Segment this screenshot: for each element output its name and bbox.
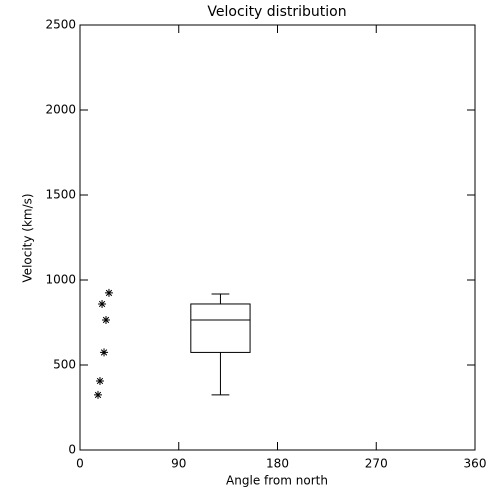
- point: [98, 299, 107, 308]
- point: [100, 348, 109, 357]
- y-tick-label: 500: [53, 358, 76, 372]
- y-axis-label: Velocity (km/s): [21, 193, 35, 282]
- x-axis-label: Angle from north: [226, 474, 328, 488]
- chart-title: Velocity distribution: [207, 4, 346, 20]
- point: [102, 315, 111, 324]
- point: [104, 288, 113, 297]
- box: [190, 303, 251, 353]
- x-tick-label: 90: [171, 457, 186, 471]
- x-tick-label: 0: [76, 457, 84, 471]
- x-tick-label: 270: [365, 457, 388, 471]
- y-tick-label: 0: [68, 443, 76, 457]
- plot-frame: [79, 24, 476, 451]
- point: [93, 390, 102, 399]
- point: [95, 376, 104, 385]
- x-tick-label: 360: [464, 457, 487, 471]
- y-tick-label: 2000: [45, 103, 76, 117]
- y-tick-label: 2500: [45, 18, 76, 32]
- y-tick-label: 1500: [45, 188, 76, 202]
- y-tick-label: 1000: [45, 273, 76, 287]
- x-tick-label: 180: [266, 457, 289, 471]
